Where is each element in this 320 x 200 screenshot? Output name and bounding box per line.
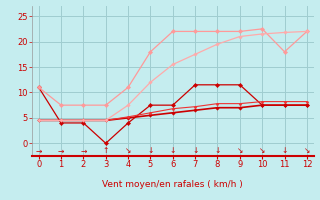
X-axis label: Vent moyen/en rafales ( km/h ): Vent moyen/en rafales ( km/h )	[102, 180, 243, 189]
Text: →: →	[58, 146, 64, 155]
Text: ↘: ↘	[237, 146, 243, 155]
Text: →: →	[36, 146, 42, 155]
Text: →: →	[80, 146, 87, 155]
Text: ↘: ↘	[304, 146, 310, 155]
Text: ↓: ↓	[147, 146, 154, 155]
Text: ↘: ↘	[259, 146, 265, 155]
Text: ↓: ↓	[281, 146, 288, 155]
Text: ↑: ↑	[103, 146, 109, 155]
Text: ↓: ↓	[170, 146, 176, 155]
Text: ↓: ↓	[192, 146, 198, 155]
Text: ↘: ↘	[125, 146, 131, 155]
Text: ↓: ↓	[214, 146, 221, 155]
